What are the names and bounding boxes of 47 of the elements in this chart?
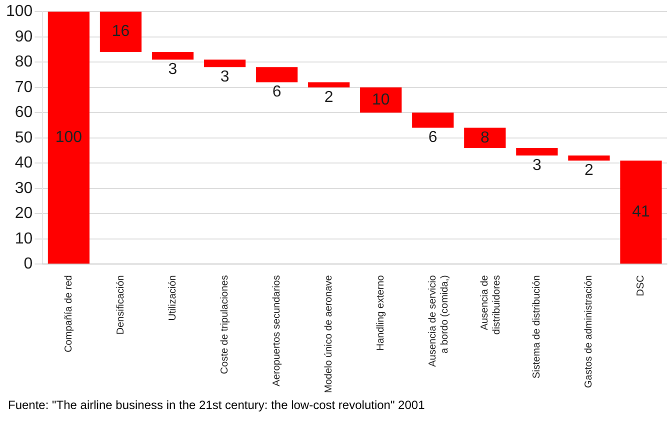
x-tick-label: Handling externo: [376, 274, 387, 351]
data-label: 3: [532, 156, 542, 174]
x-tick-label: Coste de tripulaciones: [220, 275, 231, 374]
data-label: 6: [428, 129, 438, 146]
bar: [464, 128, 506, 148]
x-tick-label: Utilización: [168, 275, 179, 321]
data-label: 41: [632, 204, 650, 221]
x-tick-label: DSC: [636, 275, 647, 296]
x-tick-label: Gastos de administración: [584, 275, 595, 388]
bar: [516, 148, 558, 156]
bar: [48, 12, 90, 264]
data-label: 3: [168, 60, 178, 78]
y-tick-label: 10: [14, 230, 33, 248]
data-label: 6: [272, 84, 282, 101]
data-label: 8: [480, 129, 490, 146]
x-tick-label: Aeropuertos secundarios: [272, 275, 283, 386]
y-tick-label: 80: [14, 54, 33, 71]
bar: [412, 112, 454, 128]
data-label: 10: [372, 91, 390, 108]
bar: [256, 67, 298, 82]
bar: [100, 12, 142, 52]
y-tick-label: 60: [14, 104, 33, 122]
x-tick-label: Modelo único de aeronave: [324, 274, 335, 394]
y-tick-label: 0: [24, 256, 33, 273]
bar: [568, 156, 610, 161]
bar: [620, 160, 662, 264]
source-note: Fuente: "The airline business in the 21st century: the low-cost revolution" 2001: [7, 398, 426, 412]
data-label: 2: [324, 88, 334, 106]
x-tick-label: Sistema de distribución: [532, 275, 543, 379]
y-tick-label: 40: [14, 154, 33, 172]
data-label: 100: [55, 129, 82, 146]
y-tick-label: 30: [14, 180, 33, 197]
bar: [308, 82, 350, 88]
y-tick-label: 90: [14, 28, 33, 46]
data-label: 3: [220, 68, 230, 86]
y-tick-label: 100: [6, 3, 33, 20]
y-tick-label: 20: [14, 205, 33, 222]
data-label: 16: [112, 23, 130, 40]
x-tick-label: Densificación: [115, 275, 126, 335]
bar: [204, 60, 246, 68]
data-label: 2: [584, 162, 594, 180]
bar: [360, 87, 402, 113]
x-tick-label: Ausencia de servicio a bordo (comida,): [428, 274, 451, 367]
y-tick-label: 50: [14, 129, 33, 146]
bar: [152, 52, 194, 60]
x-tick-label: Compañía de red: [63, 275, 74, 352]
y-tick-label: 70: [14, 78, 33, 96]
